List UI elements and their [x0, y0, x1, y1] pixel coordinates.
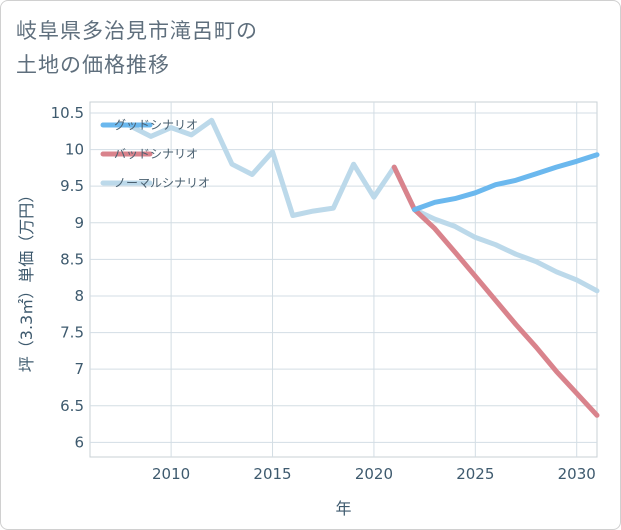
- x-tick-label: 2020: [355, 465, 393, 483]
- y-tick-label: 8: [74, 287, 84, 305]
- y-tick-label: 6.5: [60, 397, 84, 415]
- y-axis-title: 坪（3.3㎡）単価（万円）: [17, 187, 36, 372]
- y-tick-label: 9: [74, 214, 84, 232]
- x-tick-label: 2015: [253, 465, 291, 483]
- legend-label[interactable]: グッドシナリオ: [114, 118, 198, 132]
- series-line-2: [128, 117, 600, 294]
- legend-label[interactable]: バッドシナリオ: [114, 147, 198, 161]
- series-lines: [128, 117, 600, 418]
- y-tick-label: 7.5: [60, 324, 84, 342]
- x-tick-label: 2025: [456, 465, 494, 483]
- y-tick-label: 6: [74, 433, 84, 451]
- plot-area: [89, 101, 598, 458]
- y-tick-label: 9.5: [60, 177, 84, 195]
- y-tick-label: 10: [65, 141, 84, 159]
- chart-title-line-2: 土地の価格推移: [16, 53, 170, 77]
- y-tick-label: 8.5: [60, 250, 84, 268]
- x-tick-label: 2030: [558, 465, 596, 483]
- x-axis-title: 年: [335, 499, 351, 518]
- x-tick-label: 2010: [152, 465, 190, 483]
- x-tick-labels: 2010 2015 2020 2025 2030: [152, 465, 596, 483]
- y-tick-label: 7: [74, 360, 84, 378]
- chart-title: 岐阜県多治見市滝呂町の 土地の価格推移: [16, 14, 258, 82]
- legend-label[interactable]: ノーマルシナリオ: [114, 176, 210, 190]
- series-line-1: [391, 164, 600, 418]
- chart-title-line-1: 岐阜県多治見市滝呂町の: [16, 19, 258, 43]
- y-tick-label: 10.5: [51, 104, 84, 122]
- series-line-0: [412, 152, 600, 213]
- y-tick-labels: 6 6.5 7 7.5 8 8.5 9 9.5 10 10.5: [51, 104, 84, 451]
